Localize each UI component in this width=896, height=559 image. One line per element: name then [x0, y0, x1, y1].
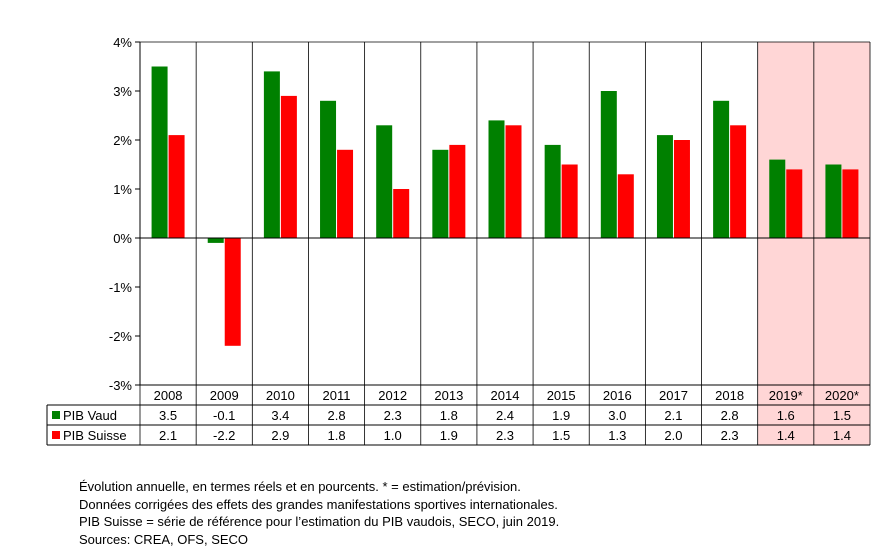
table-value: 2.8: [327, 408, 345, 423]
bar-suisse: [730, 125, 747, 238]
y-tick-label: 4%: [113, 35, 132, 50]
y-tick-label: 3%: [113, 84, 132, 99]
y-tick-label: 1%: [113, 182, 132, 197]
table-value: 1.3: [608, 428, 626, 443]
table-value: 1.6: [777, 408, 795, 423]
table-value: 2.3: [721, 428, 739, 443]
note-line: Données corrigées des effets des grandes…: [79, 496, 558, 512]
bar-vaud: [544, 144, 561, 238]
table-value: 1.8: [440, 408, 458, 423]
table-value: 3.4: [271, 408, 289, 423]
legend-label: PIB Suisse: [63, 428, 127, 443]
bar-vaud: [263, 71, 280, 239]
bar-suisse: [505, 125, 522, 238]
bar-suisse: [280, 95, 297, 239]
table-value: 3.0: [608, 408, 626, 423]
gdp-growth-chart: 4% 3% 2% 1% 0% -1% -2% -3% 2008 2009 2010 2011 2012 2…: [46, 35, 871, 446]
category-label: 2016: [603, 388, 632, 403]
category-label: 2008: [154, 388, 183, 403]
note-line: Sources: CREA, OFS, SECO: [79, 531, 249, 547]
table-value: 1.8: [327, 428, 345, 443]
table-value: 1.9: [440, 428, 458, 443]
bar-vaud: [825, 164, 842, 238]
table-value: 2.0: [664, 428, 682, 443]
legend-swatch: [52, 431, 60, 439]
y-tick-label: 2%: [113, 133, 132, 148]
legend-swatch: [52, 411, 60, 419]
category-label: 2010: [266, 388, 295, 403]
bar-suisse: [786, 169, 803, 238]
category-label: 2009: [210, 388, 239, 403]
bar-vaud: [488, 120, 505, 238]
bar-suisse: [337, 149, 354, 238]
category-label: 2017: [659, 388, 688, 403]
y-tick-label: -3%: [109, 378, 133, 393]
category-label: 2019*: [769, 388, 803, 403]
table-value: -0.1: [213, 408, 235, 423]
bar-vaud: [713, 100, 730, 238]
forecast-highlight: [813, 42, 870, 445]
bar-suisse: [393, 189, 410, 238]
y-tick-label: -1%: [109, 280, 133, 295]
bar-suisse: [617, 174, 634, 238]
bar-suisse: [168, 135, 185, 238]
legend-label: PIB Vaud: [63, 408, 117, 423]
table-value: 1.5: [833, 408, 851, 423]
bar-suisse: [224, 238, 241, 346]
table-value: 2.4: [496, 408, 514, 423]
note-line: PIB Suisse = série de référence pour l’e…: [79, 514, 560, 529]
bar-vaud: [656, 135, 673, 238]
table-value: 2.1: [159, 428, 177, 443]
bar-vaud: [320, 100, 337, 238]
y-tick-label: 0%: [113, 231, 132, 246]
table-value: 2.8: [721, 408, 739, 423]
chart-notes: Évolution annuelle, en termes réels et e…: [79, 478, 559, 548]
bar-suisse: [673, 140, 690, 238]
table-value: 2.1: [664, 408, 682, 423]
note-line: Évolution annuelle, en termes réels et e…: [79, 479, 521, 494]
table-value: 2.3: [496, 428, 514, 443]
table-value: 3.5: [159, 408, 177, 423]
bar-vaud: [151, 66, 168, 238]
category-label: 2012: [378, 388, 407, 403]
bar-suisse: [842, 169, 859, 238]
y-tick-label: -2%: [109, 329, 133, 344]
category-label: 2014: [491, 388, 520, 403]
bar-vaud: [376, 125, 393, 238]
category-label: 2020*: [825, 388, 859, 403]
table-value: 2.3: [384, 408, 402, 423]
bar-vaud: [769, 159, 786, 238]
category-label: 2011: [323, 388, 351, 403]
bar-suisse: [561, 164, 578, 238]
table-value: 1.4: [777, 428, 795, 443]
bar-vaud: [432, 149, 449, 238]
bar-vaud: [600, 91, 617, 238]
category-label: 2015: [547, 388, 576, 403]
category-label: 2013: [434, 388, 463, 403]
table-value: 1.4: [833, 428, 851, 443]
forecast-highlight: [757, 42, 814, 445]
table-value: 1.5: [552, 428, 570, 443]
table-value: 2.9: [271, 428, 289, 443]
table-value: -2.2: [213, 428, 235, 443]
table-value: 1.0: [384, 428, 402, 443]
bar-vaud: [207, 238, 224, 243]
bar-suisse: [449, 144, 466, 238]
category-label: 2018: [715, 388, 744, 403]
table-value: 1.9: [552, 408, 570, 423]
